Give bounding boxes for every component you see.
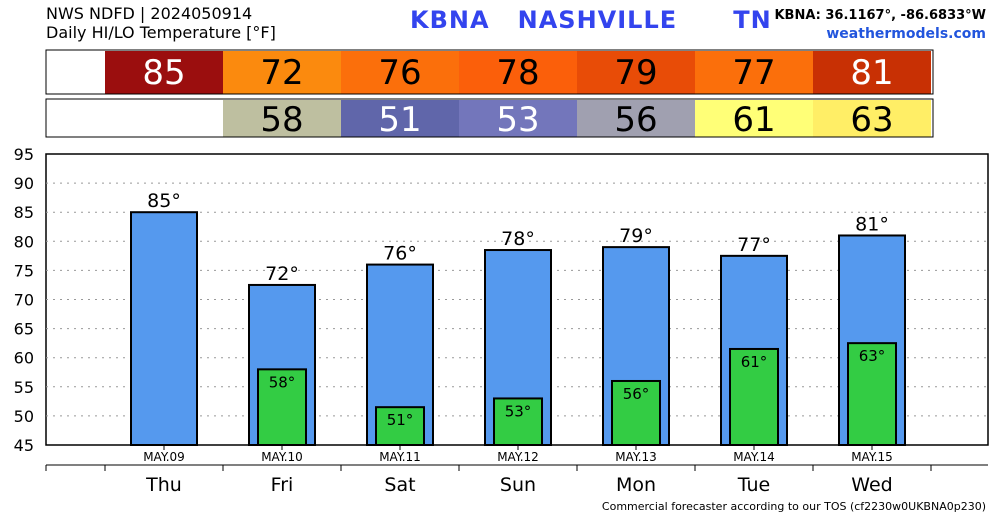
- hi-bar-label: 72°: [265, 263, 299, 285]
- y-tick-label: 85: [14, 203, 34, 222]
- hi-bar-label: 76°: [383, 243, 417, 265]
- hi-strip-cell: [459, 51, 577, 94]
- hi-strip-label: 85: [142, 53, 185, 93]
- chart-title: Daily HI/LO Temperature [°F]: [46, 23, 276, 42]
- y-tick-label: 45: [14, 436, 34, 455]
- y-tick-label: 60: [14, 349, 34, 368]
- hi-bar-label: 81°: [855, 213, 889, 235]
- lo-strip-label: 51: [378, 100, 421, 140]
- y-tick-label: 90: [14, 174, 34, 193]
- hi-strip-cell: [813, 51, 931, 94]
- x-date-label: MAY.10: [261, 450, 303, 464]
- y-tick-label: 70: [14, 291, 34, 310]
- lo-bar-label: 51°: [387, 411, 414, 429]
- y-tick-label: 80: [14, 232, 34, 251]
- x-day-label: Sun: [500, 474, 536, 496]
- lo-strip-label: 53: [496, 100, 539, 140]
- hi-bar-label: 79°: [619, 225, 653, 247]
- hi-strip-cell: [223, 51, 341, 94]
- station-coordinates: KBNA: 36.1167°, -86.6833°W: [774, 8, 986, 23]
- x-date-label: MAY.13: [615, 450, 657, 464]
- y-tick-label: 95: [14, 145, 34, 164]
- hi-strip-border: [45, 49, 934, 95]
- y-tick-label: 50: [14, 407, 34, 426]
- hi-strip-cell: [695, 51, 813, 94]
- lo-strip-label: 58: [260, 100, 303, 140]
- lo-strip-cell: [341, 100, 459, 137]
- footer-note: Commercial forecaster according to our T…: [601, 500, 986, 513]
- hi-strip-label: 76: [378, 53, 421, 93]
- lo-bar-label: 61°: [741, 353, 768, 371]
- x-date-label: MAY.14: [733, 450, 775, 464]
- x-day-label: Wed: [851, 474, 892, 496]
- hi-strip-cell: [341, 51, 459, 94]
- y-tick-label: 75: [14, 261, 34, 280]
- hi-bar-label: 78°: [501, 228, 535, 250]
- hi-strip-label: 78: [496, 53, 539, 93]
- x-date-label: MAY.09: [143, 450, 185, 464]
- lo-bar: [257, 368, 307, 446]
- site-link[interactable]: weathermodels.com: [826, 26, 986, 42]
- x-day-label: Mon: [616, 474, 656, 496]
- station-title: KBNA NASHVILLE TN: [410, 6, 772, 34]
- hi-strip-label: 81: [850, 53, 893, 93]
- x-date-label: MAY.15: [851, 450, 893, 464]
- x-day-label: Tue: [737, 474, 770, 496]
- lo-strip-cell: [459, 100, 577, 137]
- hi-strip-label: 77: [732, 53, 775, 93]
- chart-header-right: KBNA: 36.1167°, -86.6833°W weathermodels…: [774, 6, 986, 44]
- x-day-label: Sat: [384, 474, 415, 496]
- x-day-label: Fri: [271, 474, 294, 496]
- lo-bar-label: 53°: [505, 402, 532, 420]
- y-tick-label: 65: [14, 320, 34, 339]
- lo-bar-label: 56°: [623, 385, 650, 403]
- lo-strip-border: [45, 98, 934, 138]
- hi-bar: [130, 211, 198, 446]
- lo-strip-label: 63: [850, 100, 893, 140]
- x-date-label: MAY.12: [497, 450, 539, 464]
- x-day-label: Thu: [145, 474, 182, 496]
- chart-header-left: NWS NDFD | 2024050914 Daily HI/LO Temper…: [46, 4, 276, 42]
- lo-strip-label: 56: [614, 100, 657, 140]
- lo-strip-cell: [813, 100, 931, 137]
- hi-bar-label: 85°: [147, 190, 181, 212]
- lo-strip-cell: [577, 100, 695, 137]
- hi-bar-label: 77°: [737, 234, 771, 256]
- lo-strip-cell: [695, 100, 813, 137]
- hi-strip-label: 79: [614, 53, 657, 93]
- hi-strip-cell: [577, 51, 695, 94]
- lo-bar-label: 58°: [269, 373, 296, 391]
- lo-strip-label: 61: [732, 100, 775, 140]
- hi-strip-cell: [105, 51, 223, 94]
- source-run-label: NWS NDFD | 2024050914: [46, 4, 253, 23]
- x-date-label: MAY.11: [379, 450, 421, 464]
- lo-bar: [847, 342, 897, 446]
- hi-strip-label: 72: [260, 53, 303, 93]
- lo-bar-label: 63°: [859, 347, 886, 365]
- lo-strip-cell: [223, 100, 341, 137]
- y-tick-label: 55: [14, 378, 34, 397]
